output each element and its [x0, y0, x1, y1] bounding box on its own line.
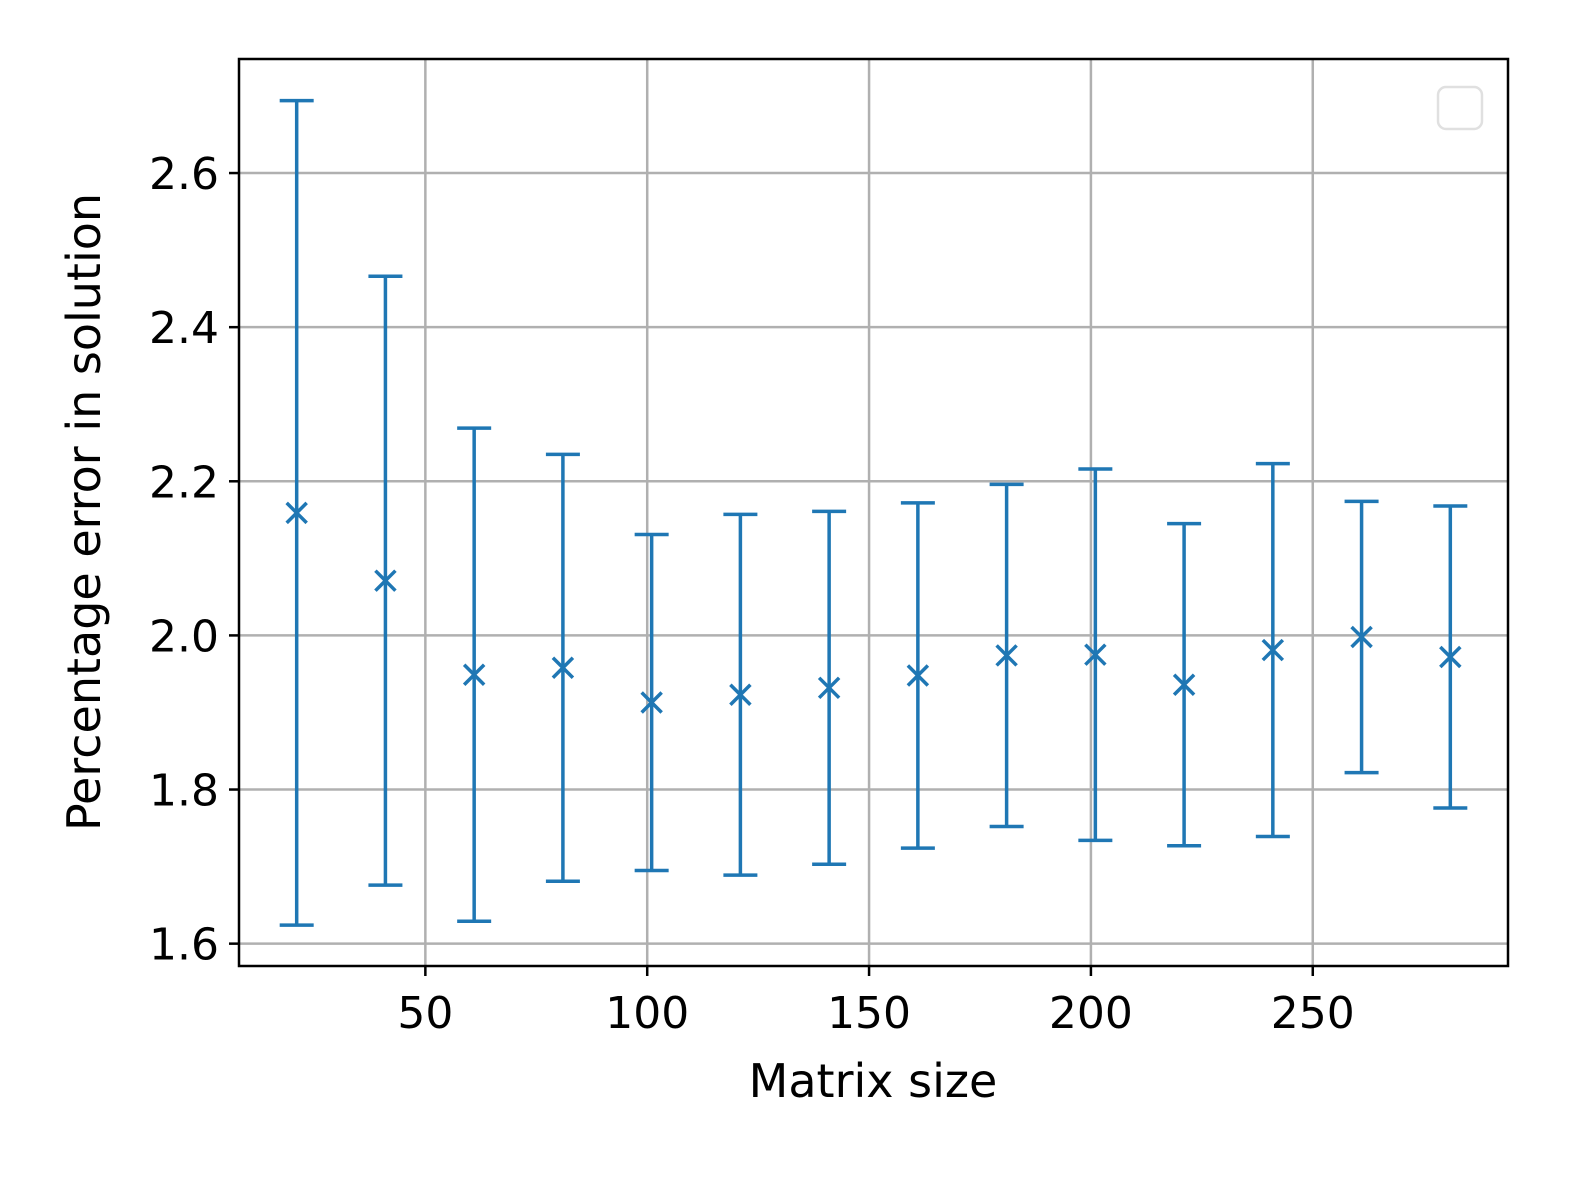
marker — [1350, 625, 1373, 649]
marker — [995, 644, 1018, 667]
y-tick-label: 2.6 — [149, 149, 219, 200]
x-tick-label: 200 — [1049, 988, 1133, 1039]
y-tick-label: 2.4 — [149, 303, 219, 354]
marker — [1084, 643, 1107, 666]
marker — [551, 656, 575, 680]
y-tick-label: 2.0 — [149, 611, 219, 662]
x-tick-label: 100 — [605, 988, 689, 1039]
marker — [1172, 673, 1196, 696]
y-tick-label: 2.2 — [149, 457, 219, 508]
plot-frame — [237, 57, 1510, 968]
marker — [285, 501, 308, 525]
y-tick-label: 1.6 — [149, 920, 219, 971]
marker — [817, 676, 841, 700]
legend — [1436, 85, 1484, 131]
x-tick-label: 250 — [1271, 988, 1355, 1039]
marker — [1261, 638, 1285, 662]
marker — [640, 691, 663, 714]
x-tick-label: 50 — [397, 988, 453, 1039]
marker — [1439, 645, 1462, 669]
y-axis-label: Percentage error in solution — [57, 193, 111, 831]
x-tick-label: 150 — [827, 988, 911, 1039]
marker — [906, 664, 930, 687]
marker — [729, 683, 752, 706]
y-tick-label: 1.8 — [149, 766, 219, 817]
marker — [374, 569, 397, 592]
x-axis-label: Matrix size — [749, 1054, 998, 1108]
marker — [462, 663, 486, 686]
